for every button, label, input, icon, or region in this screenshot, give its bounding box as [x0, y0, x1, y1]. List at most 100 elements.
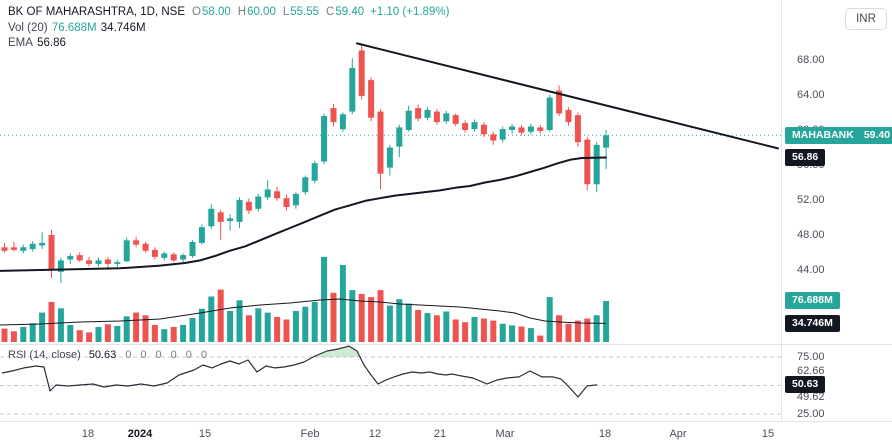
- volume-bar: [264, 312, 271, 342]
- volume-bar: [499, 323, 506, 342]
- time-tick-label: 21: [433, 428, 447, 440]
- candle-body: [499, 129, 506, 140]
- volume-bar: [236, 300, 243, 342]
- rsi-line: [1, 345, 598, 398]
- symbol-title: BK OF MAHARASHTRA, 1D, NSE: [8, 6, 186, 18]
- candle-body: [86, 260, 93, 264]
- candle-body: [29, 243, 36, 250]
- ohlc-value: 59.40: [335, 6, 365, 18]
- last-price-badge-text: 59.40: [863, 128, 891, 141]
- volume-bar: [490, 320, 497, 342]
- trend-line[interactable]: [356, 42, 779, 150]
- volume-bar: [462, 322, 469, 342]
- volume-bar: [556, 315, 563, 343]
- volume-bar: [151, 324, 158, 342]
- candle-body: [565, 109, 572, 123]
- ohlc-value: 55.55: [290, 6, 320, 18]
- ema-value: 56.86: [33, 37, 66, 49]
- ohlc-value: 60.00: [247, 6, 276, 18]
- volume-bar: [509, 325, 516, 342]
- rsi-legend-row[interactable]: RSI (14, close) 50.63 0 0 0 0 0 0: [8, 349, 207, 361]
- ema-price-badge: 56.86: [785, 148, 826, 166]
- volume-bar: [574, 320, 581, 342]
- candle-body: [527, 126, 534, 132]
- volume-bar: [142, 315, 149, 343]
- candle-body: [76, 255, 83, 261]
- candle-body: [198, 227, 205, 243]
- volume-value: 76.688M: [48, 22, 97, 34]
- volume-bar: [565, 323, 572, 342]
- ema-legend-row[interactable]: EMA 56.86: [8, 37, 66, 49]
- ema-price-badge-text: 56.86: [792, 150, 819, 163]
- time-tick-label: 12: [368, 428, 382, 440]
- candle-body: [142, 243, 149, 251]
- price-tick-label: 64.00: [797, 89, 825, 101]
- rsi-extra-value: 0: [125, 349, 132, 361]
- ohlc-label: L: [282, 6, 290, 18]
- last-price-badge-text: MAHABANK: [792, 128, 854, 141]
- price-tick-label: 52.00: [797, 194, 825, 206]
- candle-body: [462, 123, 469, 130]
- price-tick-label: 48.00: [797, 229, 825, 241]
- volume-bar: [518, 326, 525, 342]
- candle-body: [95, 260, 102, 264]
- candle-body: [10, 247, 17, 250]
- candle-body: [104, 259, 111, 264]
- candle-body: [546, 97, 553, 130]
- volume-bar: [415, 309, 422, 342]
- candle-body: [161, 253, 168, 258]
- time-tick-label: Apr: [669, 428, 687, 440]
- candle-body: [339, 114, 346, 130]
- volume-bar: [86, 332, 93, 342]
- candle-body: [556, 90, 563, 114]
- volume-bar: [48, 301, 55, 342]
- volume-bar: [29, 323, 36, 342]
- candle-body: [433, 111, 440, 123]
- rsi-value: 50.63: [88, 349, 117, 361]
- volume-bar: [386, 305, 393, 342]
- rsi-extra-value: 0: [200, 349, 208, 361]
- candle-body: [405, 110, 412, 130]
- last-price-badge: MAHABANK 59.40: [785, 126, 892, 144]
- volume-bar: [123, 316, 130, 342]
- volume-bar: [20, 327, 27, 342]
- candle-body: [311, 163, 318, 181]
- candle-body: [358, 50, 365, 96]
- volume-bar: [10, 331, 17, 342]
- volume-bar: [170, 327, 177, 342]
- price-tick-label: 44.00: [797, 264, 825, 276]
- candle-body: [170, 254, 177, 261]
- pane-separator-rsi[interactable]: [0, 344, 892, 345]
- candle-body: [180, 255, 187, 260]
- candle-body: [255, 196, 262, 209]
- candle-body: [471, 122, 478, 130]
- volume-legend-row[interactable]: Vol (20) 76.688M 34.746M: [8, 22, 146, 34]
- candle-body: [57, 260, 64, 272]
- candle-body: [114, 262, 121, 264]
- symbol-legend-row[interactable]: BK OF MAHARASHTRA, 1D, NSE O58.00 H60.00 L5…: [8, 6, 449, 18]
- volume-badge-text: 76.688M: [792, 294, 833, 307]
- volume-ma-value: 34.746M: [97, 22, 146, 34]
- volume-bar: [76, 330, 83, 342]
- volume-bar: [245, 315, 252, 343]
- currency-button[interactable]: INR: [845, 8, 887, 30]
- change-value: +1.10 (+1.89%): [370, 6, 450, 18]
- candle-body: [480, 124, 487, 135]
- volume-bar: [452, 319, 459, 342]
- candle-body: [443, 113, 450, 122]
- volume-bar: [368, 297, 375, 342]
- volume-badge: 76.688M: [785, 292, 840, 310]
- ema-line: [0, 156, 607, 272]
- rsi-overbought-fill: [313, 346, 360, 357]
- volume-bar: [443, 311, 450, 342]
- volume-bar: [227, 311, 234, 342]
- candle-body: [593, 144, 600, 185]
- volume-bar: [424, 313, 431, 342]
- volume-bar: [405, 303, 412, 342]
- volume-bar: [133, 312, 140, 342]
- time-axis[interactable]: 18 2024 15 Feb 12 21 Mar 18 Apr 15: [0, 421, 892, 446]
- time-tick-label: Feb: [300, 428, 320, 440]
- candle-body: [377, 111, 384, 174]
- volume-bar: [537, 335, 544, 342]
